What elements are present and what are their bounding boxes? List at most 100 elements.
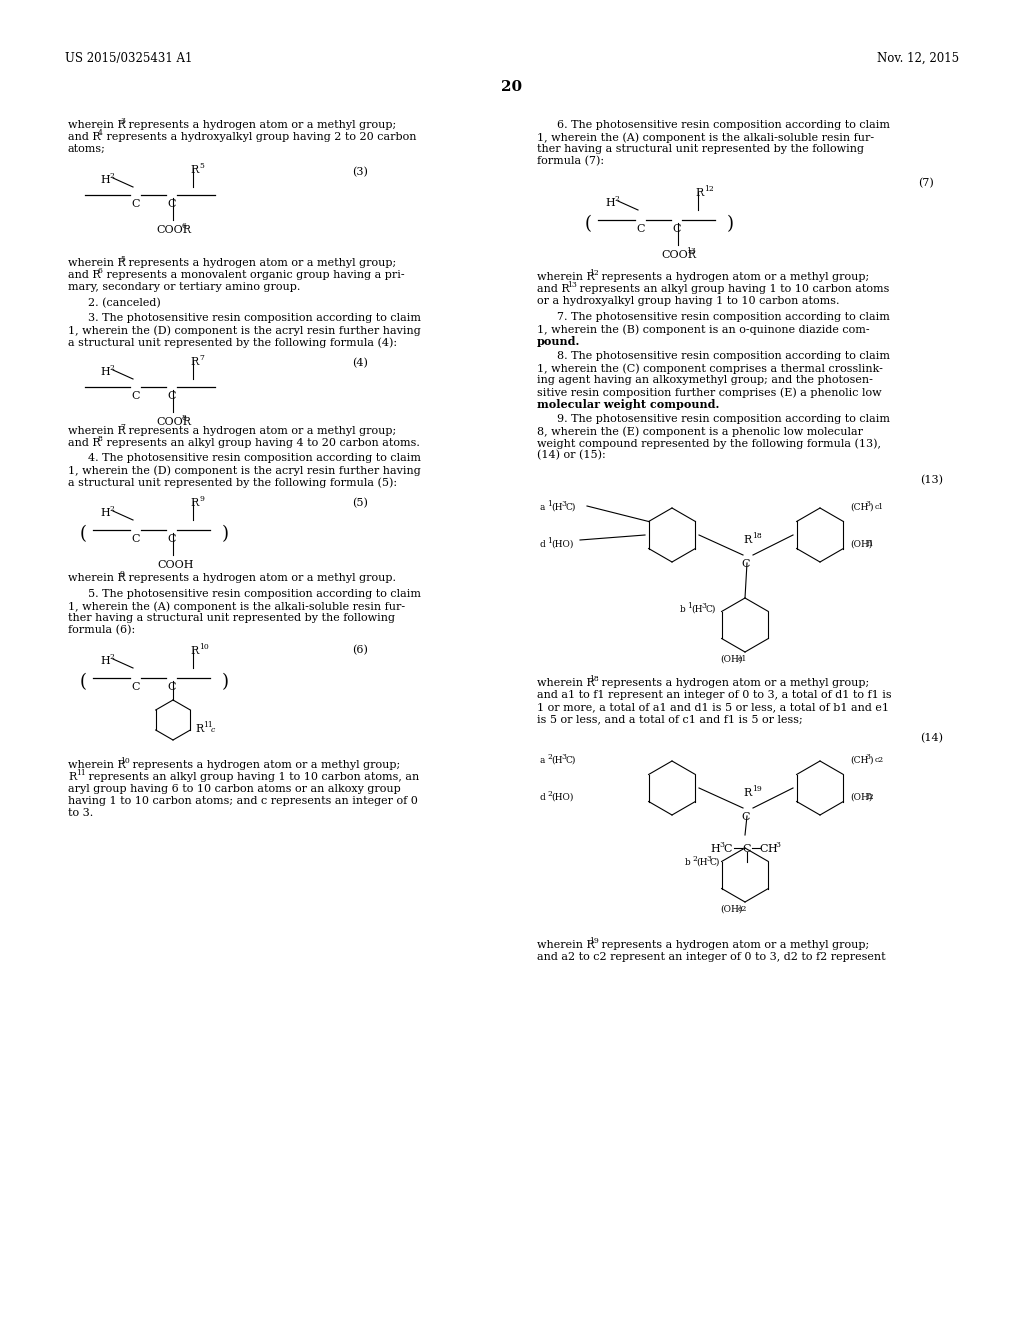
Text: (H: (H <box>551 503 562 512</box>
Text: and R: and R <box>68 132 100 143</box>
Text: COOR: COOR <box>156 224 191 235</box>
Text: 5: 5 <box>199 162 204 170</box>
Text: (OH): (OH) <box>850 793 872 803</box>
Text: ther having a structural unit represented by the following: ther having a structural unit represente… <box>537 144 864 154</box>
Text: 18: 18 <box>589 675 599 682</box>
Text: 7. The photosensitive resin composition according to claim: 7. The photosensitive resin composition … <box>557 312 890 322</box>
Text: R: R <box>743 535 752 545</box>
Text: (6): (6) <box>352 645 368 655</box>
Text: (CH: (CH <box>850 503 868 512</box>
Text: 1: 1 <box>547 537 552 545</box>
Text: C: C <box>672 224 681 234</box>
Text: f2: f2 <box>867 793 874 801</box>
Text: COOR: COOR <box>662 249 696 260</box>
Text: 4: 4 <box>98 129 102 137</box>
Text: R: R <box>190 498 199 508</box>
Text: wherein R: wherein R <box>537 272 595 282</box>
Text: ): ) <box>869 503 872 512</box>
Text: 3. The photosensitive resin composition according to claim: 3. The photosensitive resin composition … <box>88 313 421 323</box>
Text: represents a hydrogen atom or a methyl group;: represents a hydrogen atom or a methyl g… <box>598 940 869 950</box>
Text: weight compound represented by the following formula (13),: weight compound represented by the follo… <box>537 438 881 449</box>
Text: COOH: COOH <box>157 560 194 570</box>
Text: (H: (H <box>551 756 562 766</box>
Text: 8. The photosensitive resin composition according to claim: 8. The photosensitive resin composition … <box>557 351 890 360</box>
Text: 10: 10 <box>120 756 130 766</box>
Text: a structural unit represented by the following formula (4):: a structural unit represented by the fol… <box>68 337 397 347</box>
Text: sitive resin composition further comprises (E) a phenolic low: sitive resin composition further compris… <box>537 387 882 397</box>
Text: 11: 11 <box>203 721 213 729</box>
Text: 1, wherein the (C) component comprises a thermal crosslink-: 1, wherein the (C) component comprises a… <box>537 363 883 374</box>
Text: represents an alkyl group having 1 to 10 carbon atoms: represents an alkyl group having 1 to 10… <box>575 284 890 294</box>
Text: R: R <box>68 772 76 781</box>
Text: (OH): (OH) <box>850 540 872 549</box>
Text: C: C <box>167 682 175 692</box>
Text: 6: 6 <box>98 267 102 275</box>
Text: C): C) <box>705 605 716 614</box>
Text: represents a hydrogen atom or a methyl group.: represents a hydrogen atom or a methyl g… <box>125 573 396 583</box>
Text: 6. The photosensitive resin composition according to claim: 6. The photosensitive resin composition … <box>557 120 890 129</box>
Text: 1, wherein the (A) component is the alkali-soluble resin fur-: 1, wherein the (A) component is the alka… <box>537 132 874 143</box>
Text: 2: 2 <box>109 653 114 661</box>
Text: 11: 11 <box>76 770 86 777</box>
Text: aryl group having 6 to 10 carbon atoms or an alkoxy group: aryl group having 6 to 10 carbon atoms o… <box>68 784 400 795</box>
Text: e1: e1 <box>738 655 748 663</box>
Text: 19: 19 <box>752 785 762 793</box>
Text: C: C <box>131 391 139 401</box>
Text: (HO): (HO) <box>551 540 573 549</box>
Text: formula (7):: formula (7): <box>537 156 604 166</box>
Text: C): C) <box>565 503 575 512</box>
Text: 2. (canceled): 2. (canceled) <box>88 298 161 309</box>
Text: 2: 2 <box>109 172 114 180</box>
Text: (HO): (HO) <box>551 793 573 803</box>
Text: (H: (H <box>691 605 702 614</box>
Text: 3: 3 <box>561 500 566 508</box>
Text: 1 or more, a total of a1 and d1 is 5 or less, a total of b1 and e1: 1 or more, a total of a1 and d1 is 5 or … <box>537 702 889 711</box>
Text: C): C) <box>565 756 575 766</box>
Text: (H: (H <box>696 858 708 867</box>
Text: (OH): (OH) <box>720 906 742 913</box>
Text: H: H <box>100 656 110 667</box>
Text: e2: e2 <box>738 906 748 913</box>
Text: 13: 13 <box>567 281 577 289</box>
Text: ing agent having an alkoxymethyl group; and the photosen-: ing agent having an alkoxymethyl group; … <box>537 375 872 385</box>
Text: represents a hydrogen atom or a methyl group;: represents a hydrogen atom or a methyl g… <box>598 678 869 688</box>
Text: represents a hydrogen atom or a methyl group;: represents a hydrogen atom or a methyl g… <box>129 760 400 770</box>
Text: C: C <box>723 843 731 854</box>
Text: (CH: (CH <box>850 756 868 766</box>
Text: C: C <box>759 843 768 854</box>
Text: is 5 or less, and a total of c1 and f1 is 5 or less;: is 5 or less, and a total of c1 and f1 i… <box>537 714 803 723</box>
Text: C: C <box>741 812 750 822</box>
Text: 3: 3 <box>701 602 706 610</box>
Text: 1, wherein the (D) component is the acryl resin further having: 1, wherein the (D) component is the acry… <box>68 465 421 475</box>
Text: C: C <box>167 535 175 544</box>
Text: H: H <box>767 843 777 854</box>
Text: c: c <box>211 726 215 734</box>
Text: wherein R: wherein R <box>537 940 595 950</box>
Text: 10: 10 <box>199 643 209 651</box>
Text: 3: 3 <box>865 752 870 762</box>
Text: pound.: pound. <box>537 337 581 347</box>
Text: wherein R: wherein R <box>537 678 595 688</box>
Text: and a2 to c2 represent an integer of 0 to 3, d2 to f2 represent: and a2 to c2 represent an integer of 0 t… <box>537 952 886 962</box>
Text: R: R <box>190 356 199 367</box>
Text: 8, wherein the (E) component is a phenolic low molecular: 8, wherein the (E) component is a phenol… <box>537 426 863 437</box>
Text: wherein R: wherein R <box>68 257 126 268</box>
Text: ): ) <box>727 215 734 234</box>
Text: 4. The photosensitive resin composition according to claim: 4. The photosensitive resin composition … <box>88 453 421 463</box>
Text: 1, wherein the (B) component is an o-quinone diazide com-: 1, wherein the (B) component is an o-qui… <box>537 323 869 334</box>
Text: H: H <box>100 176 110 185</box>
Text: d: d <box>540 540 546 549</box>
Text: represents an alkyl group having 1 to 10 carbon atoms, an: represents an alkyl group having 1 to 10… <box>85 772 419 781</box>
Text: 2: 2 <box>614 195 618 203</box>
Text: wherein R: wherein R <box>68 573 126 583</box>
Text: 8: 8 <box>181 414 186 422</box>
Text: Nov. 12, 2015: Nov. 12, 2015 <box>877 51 959 65</box>
Text: C): C) <box>710 858 720 867</box>
Text: represents a hydrogen atom or a methyl group;: represents a hydrogen atom or a methyl g… <box>125 426 396 436</box>
Text: 2: 2 <box>109 506 114 513</box>
Text: (: ( <box>80 673 87 690</box>
Text: wherein R: wherein R <box>68 760 126 770</box>
Text: ther having a structural unit represented by the following: ther having a structural unit represente… <box>68 612 395 623</box>
Text: US 2015/0325431 A1: US 2015/0325431 A1 <box>65 51 193 65</box>
Text: represents an alkyl group having 4 to 20 carbon atoms.: represents an alkyl group having 4 to 20… <box>103 438 420 447</box>
